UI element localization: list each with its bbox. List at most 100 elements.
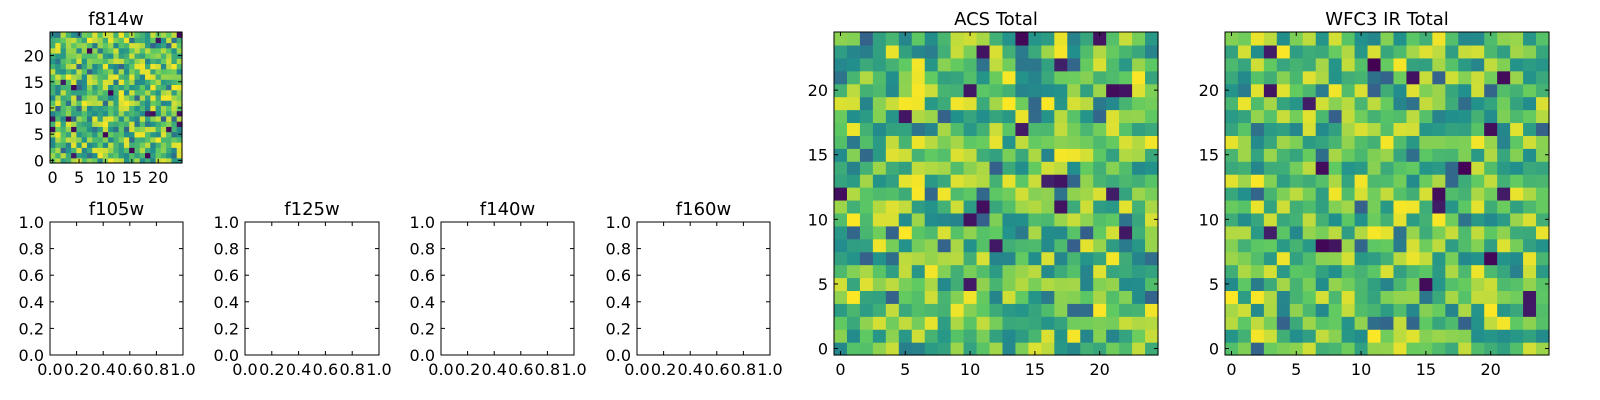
heatmap-cell <box>1132 251 1146 266</box>
heatmap-cell <box>166 68 173 75</box>
heatmap-cell <box>1237 277 1252 291</box>
heatmap-cell <box>171 136 178 143</box>
heatmap-cell <box>1315 264 1330 279</box>
heatmap-cell <box>1028 109 1042 124</box>
heatmap-cell <box>1445 199 1459 214</box>
heatmap-cell <box>171 157 178 164</box>
heatmap-cell <box>118 115 125 122</box>
heatmap-cell <box>81 37 88 44</box>
y-tick-label: 10 <box>1199 210 1219 229</box>
heatmap-cell <box>1406 251 1420 266</box>
heatmap-cell <box>145 94 151 101</box>
heatmap-cell <box>1289 135 1304 149</box>
heatmap-cell <box>1067 303 1081 317</box>
heatmap-cell <box>71 131 77 138</box>
heatmap-cell <box>989 187 1004 201</box>
heatmap-cell <box>989 122 1004 136</box>
heatmap-cell <box>1250 83 1265 98</box>
heatmap-cell <box>1458 251 1472 266</box>
heatmap-cell <box>55 136 62 143</box>
heatmap-cell <box>71 100 77 106</box>
heatmap-cell <box>76 37 83 44</box>
heatmap-cell <box>145 42 151 49</box>
heatmap-cell <box>937 70 952 85</box>
heatmap-cell <box>1119 148 1133 162</box>
heatmap-cell <box>1067 57 1081 72</box>
heatmap-cell <box>834 96 848 111</box>
heatmap-cell <box>123 63 130 70</box>
heatmap-cell <box>950 251 965 266</box>
heatmap-cell <box>1119 96 1133 111</box>
heatmap-cell <box>160 37 167 44</box>
heatmap-cell <box>1471 57 1485 72</box>
heatmap-cell <box>1315 316 1330 330</box>
heatmap-cell <box>1080 174 1094 188</box>
heatmap-cell <box>1419 277 1433 291</box>
heatmap-cell <box>1302 122 1317 136</box>
heatmap-cell <box>924 290 939 304</box>
heatmap-cell <box>1106 329 1120 343</box>
heatmap-cell <box>1015 316 1029 330</box>
heatmap-cell <box>1132 122 1146 136</box>
heatmap-cell <box>1432 316 1446 330</box>
heatmap-cell <box>924 187 939 201</box>
heatmap-cell <box>872 342 887 356</box>
heatmap-cell <box>1510 212 1524 227</box>
heatmap-cell <box>1119 109 1133 124</box>
heatmap-cell <box>123 152 130 159</box>
heatmap-cell <box>1497 199 1511 214</box>
heatmap-cell <box>81 73 88 80</box>
heatmap-cell <box>160 115 167 122</box>
heatmap-cell <box>50 42 56 49</box>
heatmap-cell <box>1432 303 1446 317</box>
heatmap-cell <box>86 58 93 65</box>
heatmap-cell <box>1458 277 1472 291</box>
heatmap-cell <box>1484 342 1498 356</box>
heatmap-cell <box>1432 174 1446 188</box>
heatmap-cell <box>1341 32 1356 46</box>
heatmap-cell <box>1458 122 1472 136</box>
heatmap-cell <box>1406 109 1420 124</box>
heatmap-cell <box>171 121 178 127</box>
heatmap-cell <box>872 290 887 304</box>
heatmap-cell <box>937 135 952 149</box>
heatmap-cell <box>1328 187 1343 201</box>
heatmap-cell <box>97 52 104 59</box>
heatmap-cell <box>1289 212 1304 227</box>
heatmap-cell <box>1484 109 1498 124</box>
heatmap-cell <box>1093 290 1107 304</box>
heatmap-cell <box>1054 277 1068 291</box>
heatmap-cell <box>139 89 146 96</box>
heatmap-cell <box>176 147 183 154</box>
heatmap-cell <box>145 58 151 65</box>
heatmap-cell <box>60 32 67 38</box>
heatmap-cell <box>834 187 848 201</box>
heatmap-cell <box>1041 135 1055 149</box>
heatmap-cell <box>1354 290 1369 304</box>
heatmap-cell <box>1432 57 1446 72</box>
heatmap-cell <box>155 37 162 44</box>
y-tick-label: 0.2 <box>214 319 239 338</box>
y-tick-label: 0 <box>34 151 44 170</box>
heatmap-cell <box>989 70 1004 85</box>
heatmap-cell <box>1289 238 1304 253</box>
heatmap-cell <box>963 135 978 149</box>
heatmap-cell <box>1328 303 1343 317</box>
heatmap-cell <box>134 126 141 133</box>
heatmap-cell <box>145 126 151 133</box>
heatmap-cell <box>1015 44 1029 59</box>
heatmap-cell <box>911 161 926 175</box>
heatmap-cell <box>1328 148 1343 162</box>
heatmap-cell <box>81 94 88 101</box>
x-tick-label: 0.8 <box>144 360 169 379</box>
heatmap-cell <box>76 58 83 65</box>
heatmap-cell <box>1067 251 1081 266</box>
heatmap-cell <box>1419 212 1433 227</box>
heatmap-cell <box>50 37 56 44</box>
heatmap-cell <box>1276 122 1291 136</box>
heatmap-cell <box>898 303 913 317</box>
heatmap-cell <box>976 161 991 175</box>
heatmap-cell <box>872 135 887 149</box>
heatmap-cell <box>60 110 67 117</box>
heatmap-cell <box>129 110 136 117</box>
